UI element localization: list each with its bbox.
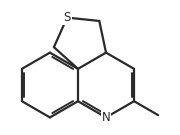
Text: S: S (63, 11, 71, 24)
Text: N: N (102, 111, 110, 124)
